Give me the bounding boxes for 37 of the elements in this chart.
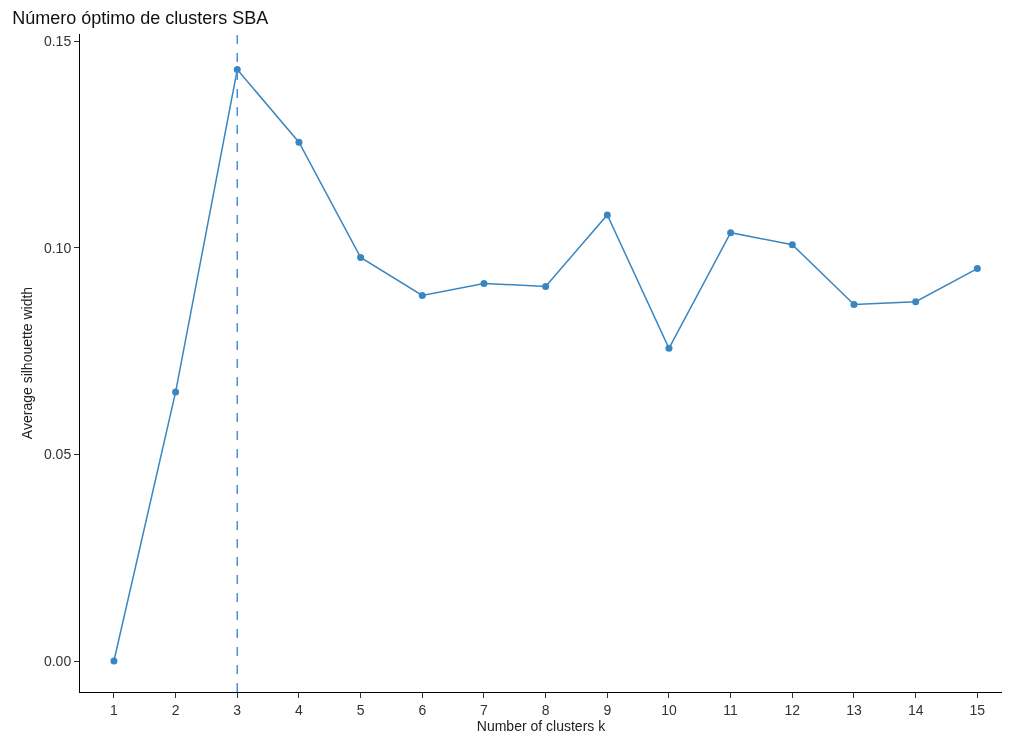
x-tick-label: 10 (661, 701, 677, 718)
point (788, 241, 796, 249)
point (295, 138, 303, 146)
x-tick-label: 7 (480, 701, 489, 718)
y-axis-title: Average silhouette width (18, 286, 35, 440)
x-tick-label: 14 (907, 701, 924, 718)
point (603, 211, 611, 219)
point (542, 282, 550, 290)
point (912, 298, 920, 306)
x-tick-label: 13 (846, 701, 862, 718)
x-tick-label: 8 (541, 701, 550, 718)
point (480, 279, 488, 287)
x-tick-label: 15 (969, 701, 986, 718)
point (850, 301, 858, 309)
x-tick-label: 5 (356, 701, 365, 718)
point (418, 291, 426, 299)
x-tick-label: 1 (110, 701, 119, 718)
x-tick-label: 11 (723, 701, 739, 718)
y-tick-label: 0.05 (43, 446, 72, 463)
y-tick-label: 0.00 (43, 652, 72, 669)
x-tick-label: 2 (171, 701, 180, 718)
x-tick-label: 4 (295, 701, 304, 718)
x-tick-label: 6 (418, 701, 427, 718)
chart-title: Número óptimo de clusters SBA (12, 7, 269, 28)
point (172, 388, 180, 396)
x-axis-title: Number of clusters k (476, 717, 607, 734)
point (973, 265, 981, 273)
y-tick-label: 0.10 (43, 239, 72, 256)
x-tick-label: 3 (233, 701, 242, 718)
y-tick-label: 0.15 (43, 33, 72, 50)
point (357, 253, 365, 261)
x-tick-label: 9 (603, 701, 612, 718)
x-tick-label: 12 (784, 701, 801, 718)
point (110, 657, 118, 665)
point (233, 66, 241, 74)
point (727, 229, 735, 237)
point (665, 344, 673, 352)
